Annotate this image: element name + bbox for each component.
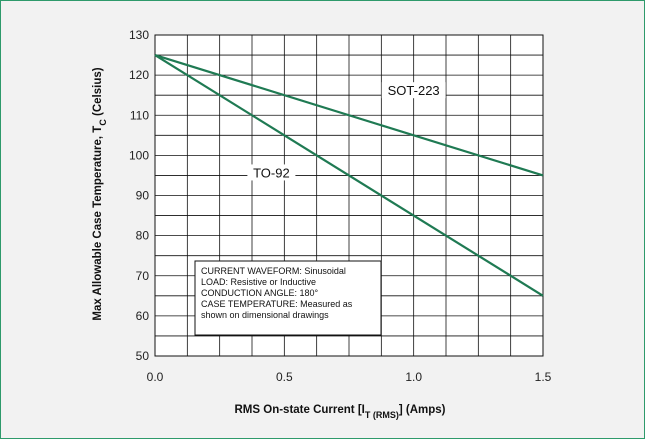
conditions-line: CASE TEMPERATURE: Measured as — [201, 299, 353, 309]
series-label-group: TO-92 — [247, 164, 296, 181]
x-tick-labels: 0.0 0.5 1.0 1.5 — [147, 370, 552, 384]
x-tick-label: 1.5 — [535, 370, 552, 384]
series-lines — [154, 54, 544, 297]
series-label-backing — [381, 82, 446, 99]
conditions-box — [194, 260, 382, 336]
y-tick-label: 50 — [136, 349, 150, 363]
x-tick-label: 0.0 — [147, 370, 164, 384]
x-tick-label: 1.0 — [405, 370, 422, 384]
x-tick-label: 0.5 — [276, 370, 293, 384]
series-line-sot-223 — [154, 54, 544, 177]
series-label: TO-92 — [253, 165, 290, 180]
y-tick-label: 90 — [136, 189, 150, 203]
y-tick-label: 100 — [129, 148, 149, 162]
conditions-line: shown on dimensional drawings — [201, 310, 329, 320]
y-tick-label: 80 — [136, 229, 150, 243]
series-labels: SOT-223 TO-92 — [247, 82, 446, 181]
conditions-line: CURRENT WAVEFORM: Sinusoidal — [201, 266, 346, 276]
series-label-backing — [247, 164, 296, 181]
y-tick-label: 60 — [136, 309, 150, 323]
conditions-line: CONDUCTION ANGLE: 180° — [201, 288, 319, 298]
y-tick-label: 130 — [129, 28, 149, 42]
y-axis-title: Max Allowable Case Temperature, TC (Cels… — [92, 67, 108, 320]
conditions-line: LOAD: Resistive or Inductive — [201, 277, 316, 287]
series-line-to-92 — [154, 54, 544, 297]
y-tick-labels: 50 60 70 80 90 100 110 120 130 — [129, 28, 149, 363]
series-label-group: SOT-223 — [381, 82, 446, 99]
y-tick-label: 120 — [129, 68, 149, 82]
x-axis-title: RMS On-state Current [IT (RMS)] (Amps) — [235, 404, 446, 420]
y-tick-label: 110 — [130, 108, 149, 122]
series-label: SOT-223 — [388, 83, 440, 98]
y-tick-label: 70 — [136, 269, 150, 283]
